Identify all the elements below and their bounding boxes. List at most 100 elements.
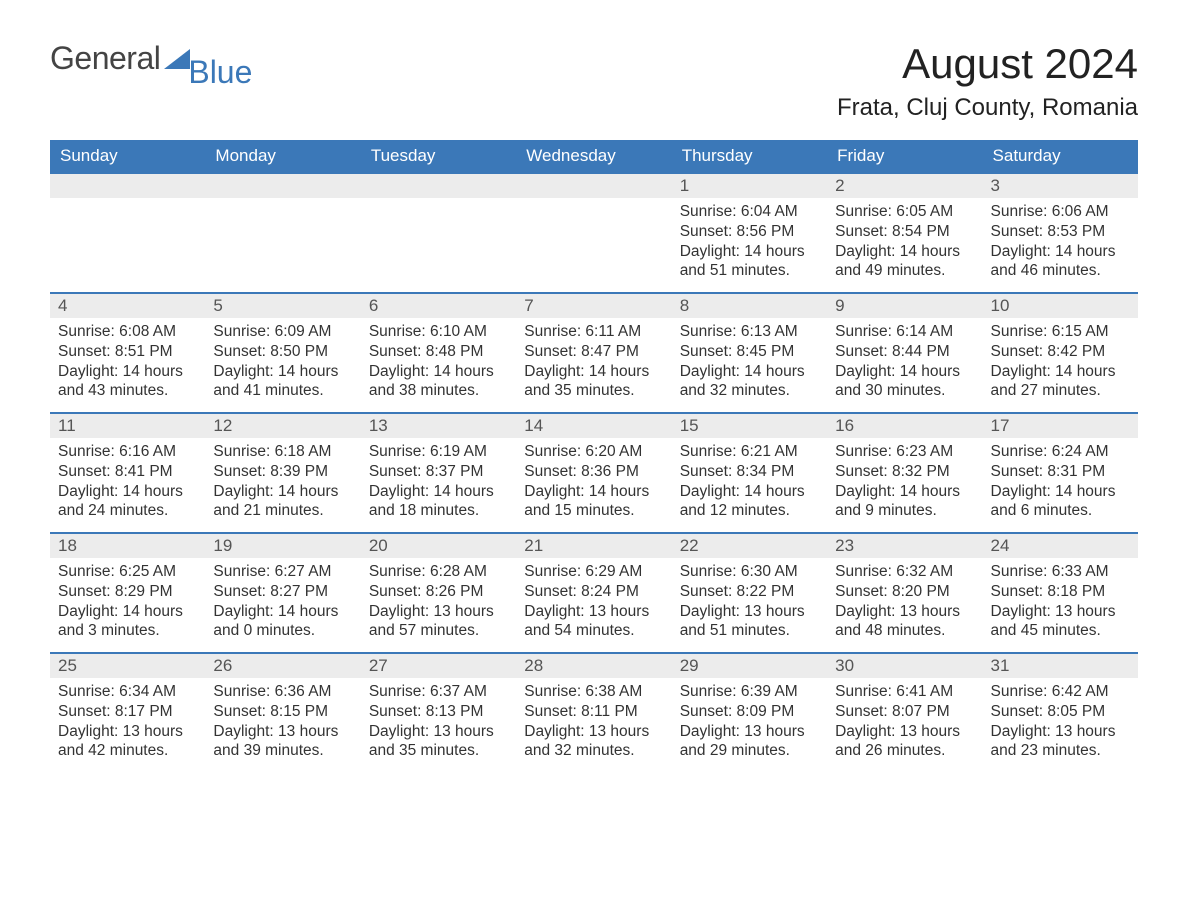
sunrise-line: Sunrise: 6:21 AM xyxy=(680,442,819,462)
day-content: Sunrise: 6:08 AMSunset: 8:51 PMDaylight:… xyxy=(50,318,205,401)
sunrise-line: Sunrise: 6:04 AM xyxy=(680,202,819,222)
day-content: Sunrise: 6:19 AMSunset: 8:37 PMDaylight:… xyxy=(361,438,516,521)
daylight-line: Daylight: 13 hours and 39 minutes. xyxy=(213,722,352,762)
calendar-day-cell: 19Sunrise: 6:27 AMSunset: 8:27 PMDayligh… xyxy=(205,534,360,652)
empty-day-bar xyxy=(516,174,671,198)
calendar-day-cell: 2Sunrise: 6:05 AMSunset: 8:54 PMDaylight… xyxy=(827,174,982,292)
day-number: 12 xyxy=(205,414,360,438)
calendar: SundayMondayTuesdayWednesdayThursdayFrid… xyxy=(50,140,1138,772)
daylight-line: Daylight: 14 hours and 15 minutes. xyxy=(524,482,663,522)
sunset-line: Sunset: 8:42 PM xyxy=(991,342,1130,362)
calendar-day-cell: 31Sunrise: 6:42 AMSunset: 8:05 PMDayligh… xyxy=(983,654,1138,772)
day-content: Sunrise: 6:06 AMSunset: 8:53 PMDaylight:… xyxy=(983,198,1138,281)
day-number: 27 xyxy=(361,654,516,678)
calendar-day-cell: 24Sunrise: 6:33 AMSunset: 8:18 PMDayligh… xyxy=(983,534,1138,652)
sunrise-line: Sunrise: 6:08 AM xyxy=(58,322,197,342)
calendar-day-cell: 25Sunrise: 6:34 AMSunset: 8:17 PMDayligh… xyxy=(50,654,205,772)
sunrise-line: Sunrise: 6:36 AM xyxy=(213,682,352,702)
brand-part1: General xyxy=(50,40,160,77)
sunrise-line: Sunrise: 6:29 AM xyxy=(524,562,663,582)
day-content: Sunrise: 6:28 AMSunset: 8:26 PMDaylight:… xyxy=(361,558,516,641)
daylight-line: Daylight: 14 hours and 12 minutes. xyxy=(680,482,819,522)
weekday-header: Monday xyxy=(205,140,360,172)
sunset-line: Sunset: 8:09 PM xyxy=(680,702,819,722)
day-number: 26 xyxy=(205,654,360,678)
calendar-day-cell xyxy=(361,174,516,292)
day-content: Sunrise: 6:15 AMSunset: 8:42 PMDaylight:… xyxy=(983,318,1138,401)
day-number: 11 xyxy=(50,414,205,438)
day-number: 13 xyxy=(361,414,516,438)
empty-day-bar xyxy=(50,174,205,198)
day-number: 10 xyxy=(983,294,1138,318)
calendar-day-cell: 21Sunrise: 6:29 AMSunset: 8:24 PMDayligh… xyxy=(516,534,671,652)
calendar-day-cell: 22Sunrise: 6:30 AMSunset: 8:22 PMDayligh… xyxy=(672,534,827,652)
sunrise-line: Sunrise: 6:38 AM xyxy=(524,682,663,702)
day-content: Sunrise: 6:41 AMSunset: 8:07 PMDaylight:… xyxy=(827,678,982,761)
day-number: 17 xyxy=(983,414,1138,438)
weekday-header: Saturday xyxy=(983,140,1138,172)
day-number: 15 xyxy=(672,414,827,438)
day-content: Sunrise: 6:32 AMSunset: 8:20 PMDaylight:… xyxy=(827,558,982,641)
weekday-header-row: SundayMondayTuesdayWednesdayThursdayFrid… xyxy=(50,140,1138,172)
calendar-day-cell: 11Sunrise: 6:16 AMSunset: 8:41 PMDayligh… xyxy=(50,414,205,532)
weekday-header: Wednesday xyxy=(516,140,671,172)
calendar-day-cell: 5Sunrise: 6:09 AMSunset: 8:50 PMDaylight… xyxy=(205,294,360,412)
header: General Blue August 2024 Frata, Cluj Cou… xyxy=(50,40,1138,122)
sunrise-line: Sunrise: 6:30 AM xyxy=(680,562,819,582)
empty-day-bar xyxy=(361,174,516,198)
sunset-line: Sunset: 8:37 PM xyxy=(369,462,508,482)
day-number: 20 xyxy=(361,534,516,558)
sunrise-line: Sunrise: 6:06 AM xyxy=(991,202,1130,222)
daylight-line: Daylight: 13 hours and 23 minutes. xyxy=(991,722,1130,762)
calendar-week-row: 11Sunrise: 6:16 AMSunset: 8:41 PMDayligh… xyxy=(50,412,1138,532)
sunset-line: Sunset: 8:24 PM xyxy=(524,582,663,602)
day-content: Sunrise: 6:27 AMSunset: 8:27 PMDaylight:… xyxy=(205,558,360,641)
daylight-line: Daylight: 13 hours and 26 minutes. xyxy=(835,722,974,762)
sunset-line: Sunset: 8:26 PM xyxy=(369,582,508,602)
daylight-line: Daylight: 14 hours and 6 minutes. xyxy=(991,482,1130,522)
sunrise-line: Sunrise: 6:42 AM xyxy=(991,682,1130,702)
calendar-day-cell: 30Sunrise: 6:41 AMSunset: 8:07 PMDayligh… xyxy=(827,654,982,772)
day-content: Sunrise: 6:34 AMSunset: 8:17 PMDaylight:… xyxy=(50,678,205,761)
daylight-line: Daylight: 13 hours and 45 minutes. xyxy=(991,602,1130,642)
day-number: 25 xyxy=(50,654,205,678)
day-number: 7 xyxy=(516,294,671,318)
day-number: 2 xyxy=(827,174,982,198)
day-content: Sunrise: 6:37 AMSunset: 8:13 PMDaylight:… xyxy=(361,678,516,761)
day-content: Sunrise: 6:13 AMSunset: 8:45 PMDaylight:… xyxy=(672,318,827,401)
brand-triangle-icon xyxy=(164,40,190,77)
sunrise-line: Sunrise: 6:32 AM xyxy=(835,562,974,582)
sunrise-line: Sunrise: 6:10 AM xyxy=(369,322,508,342)
weekday-header: Tuesday xyxy=(361,140,516,172)
sunset-line: Sunset: 8:47 PM xyxy=(524,342,663,362)
day-content: Sunrise: 6:21 AMSunset: 8:34 PMDaylight:… xyxy=(672,438,827,521)
sunrise-line: Sunrise: 6:41 AM xyxy=(835,682,974,702)
sunset-line: Sunset: 8:45 PM xyxy=(680,342,819,362)
calendar-day-cell xyxy=(516,174,671,292)
day-number: 8 xyxy=(672,294,827,318)
day-content: Sunrise: 6:04 AMSunset: 8:56 PMDaylight:… xyxy=(672,198,827,281)
day-content: Sunrise: 6:05 AMSunset: 8:54 PMDaylight:… xyxy=(827,198,982,281)
sunset-line: Sunset: 8:44 PM xyxy=(835,342,974,362)
day-number: 1 xyxy=(672,174,827,198)
daylight-line: Daylight: 14 hours and 49 minutes. xyxy=(835,242,974,282)
daylight-line: Daylight: 14 hours and 3 minutes. xyxy=(58,602,197,642)
day-content: Sunrise: 6:38 AMSunset: 8:11 PMDaylight:… xyxy=(516,678,671,761)
sunrise-line: Sunrise: 6:13 AM xyxy=(680,322,819,342)
day-number: 22 xyxy=(672,534,827,558)
sunset-line: Sunset: 8:50 PM xyxy=(213,342,352,362)
calendar-day-cell: 9Sunrise: 6:14 AMSunset: 8:44 PMDaylight… xyxy=(827,294,982,412)
day-number: 16 xyxy=(827,414,982,438)
empty-day-bar xyxy=(205,174,360,198)
calendar-day-cell xyxy=(50,174,205,292)
daylight-line: Daylight: 14 hours and 35 minutes. xyxy=(524,362,663,402)
weekday-header: Friday xyxy=(827,140,982,172)
sunset-line: Sunset: 8:53 PM xyxy=(991,222,1130,242)
day-content: Sunrise: 6:10 AMSunset: 8:48 PMDaylight:… xyxy=(361,318,516,401)
sunset-line: Sunset: 8:13 PM xyxy=(369,702,508,722)
sunset-line: Sunset: 8:39 PM xyxy=(213,462,352,482)
day-number: 30 xyxy=(827,654,982,678)
day-content: Sunrise: 6:16 AMSunset: 8:41 PMDaylight:… xyxy=(50,438,205,521)
daylight-line: Daylight: 13 hours and 29 minutes. xyxy=(680,722,819,762)
sunrise-line: Sunrise: 6:37 AM xyxy=(369,682,508,702)
